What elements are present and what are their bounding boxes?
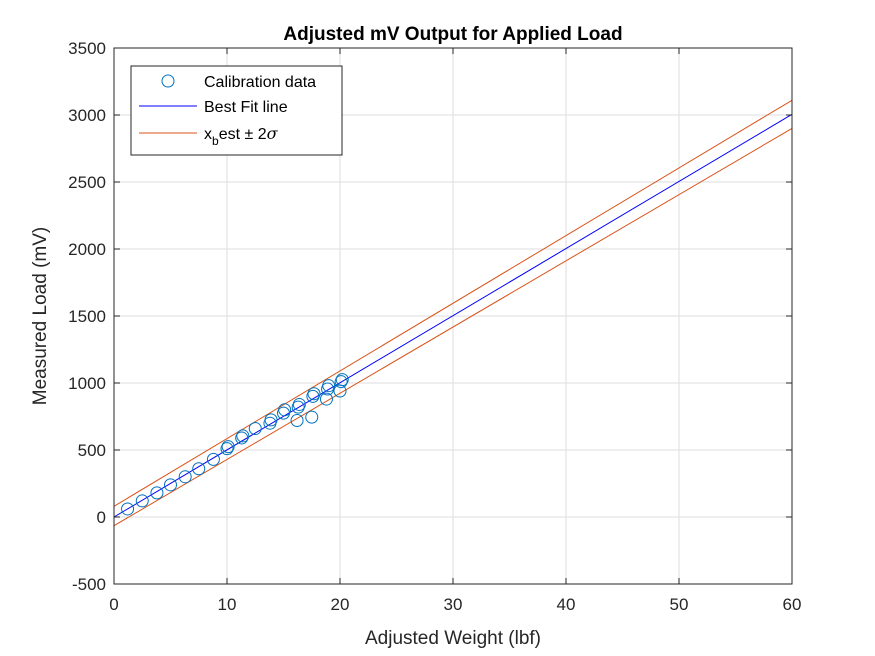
legend-label-band: xbest ± 2σ <box>204 124 279 148</box>
calibration-point <box>206 452 220 466</box>
calibration-point <box>221 440 235 454</box>
calibration-point <box>248 422 262 436</box>
calibration-point <box>322 379 336 393</box>
x-tick-label: 20 <box>331 595 350 614</box>
calibration-point <box>319 392 333 406</box>
x-tick-label: 0 <box>109 595 118 614</box>
legend-label-band-x: x <box>204 126 212 143</box>
calibration-point <box>164 478 177 492</box>
calibration-point <box>292 397 306 411</box>
calibration-point <box>135 494 149 508</box>
calibration-point <box>278 403 292 417</box>
x-tick-label: 10 <box>218 595 237 614</box>
calibration-point <box>307 387 321 401</box>
legend-label-calibration: Calibration data <box>204 74 316 91</box>
calibration-point <box>150 486 164 500</box>
x-tick-label: 60 <box>783 595 802 614</box>
calibration-point <box>178 470 192 484</box>
x-axis-label: Adjusted Weight (lbf) <box>365 628 541 649</box>
x-tick-label: 40 <box>557 595 576 614</box>
calibration-point <box>335 373 349 387</box>
legend: Calibration data Best Fit line xbest ± 2… <box>130 65 343 156</box>
y-tick-label: 3000 <box>68 106 106 125</box>
calibration-point <box>290 414 304 428</box>
y-tick-label: 0 <box>97 508 106 527</box>
legend-label-best-fit: Best Fit line <box>204 99 288 116</box>
best-fit-line <box>113 113 793 518</box>
calibration-point <box>235 431 249 445</box>
legend-label-band-text: est ± 2 <box>219 126 267 143</box>
y-axis-label: Measured Load (mV) <box>30 227 51 405</box>
y-tick-label: 1500 <box>68 307 106 326</box>
legend-box <box>130 65 343 156</box>
x-tick-label: 30 <box>444 595 463 614</box>
chart-title: Adjusted mV Output for Applied Load <box>283 24 622 45</box>
calibration-point <box>121 502 135 516</box>
calibration-point <box>192 462 206 476</box>
y-tick-label: 1000 <box>68 374 106 393</box>
legend-marker-calibration <box>161 74 175 88</box>
band-upper-line <box>113 99 793 507</box>
band-lower-line <box>113 127 793 527</box>
y-tick-label: 3500 <box>68 39 106 58</box>
y-tick-label: 2000 <box>68 240 106 259</box>
legend-label-band-sigma: σ <box>267 124 279 143</box>
calibration-point <box>236 429 250 443</box>
grid-lines <box>114 48 792 584</box>
y-tick-label: 2500 <box>68 173 106 192</box>
calibration-point <box>264 413 278 427</box>
tick-layer: 0 10 20 30 40 50 60-50005001000150020002500300… <box>68 39 801 614</box>
series-layer <box>113 99 793 527</box>
calibration-point <box>334 375 348 389</box>
x-tick-label: 50 <box>670 595 689 614</box>
y-tick-label: 500 <box>78 441 106 460</box>
calibration-point <box>305 410 319 424</box>
y-tick-label: -500 <box>72 575 106 594</box>
legend-label-band-subscript: b <box>212 134 219 148</box>
calibration-point <box>220 442 234 456</box>
